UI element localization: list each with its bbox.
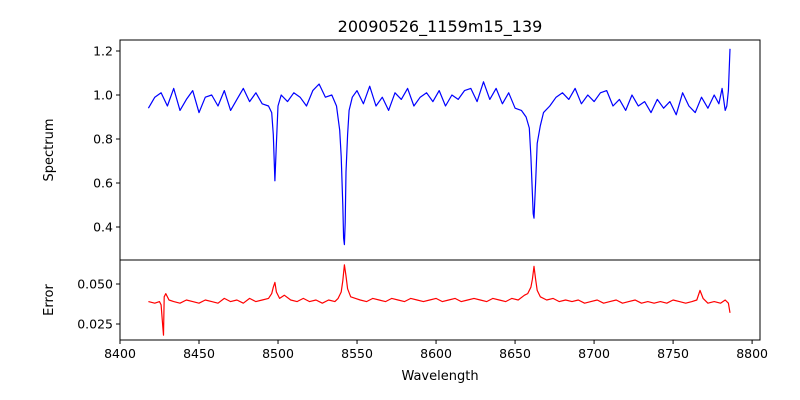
spectrum-series-line [147, 48, 731, 246]
error-xtick-labels: 8400 8450 8500 8550 8600 8650 8700 8750 8800 [104, 340, 768, 361]
error-line-layer [148, 264, 731, 336]
xtick-label: 8500 [262, 346, 294, 361]
spectrum-ytick-label: 1.2 [93, 44, 113, 59]
xtick-label: 8550 [341, 346, 373, 361]
xtick-label: 8700 [578, 346, 610, 361]
xtick-label: 8800 [736, 346, 768, 361]
spectrum-ytick-label: 0.8 [93, 132, 113, 147]
error-series-line [148, 264, 731, 336]
error-ytick-label: 0.050 [77, 277, 113, 292]
xaxis-label: Wavelength [401, 369, 478, 384]
error-axes-frame [119, 259, 761, 341]
xtick-label: 8750 [657, 346, 689, 361]
spectrum-ytick-label: 0.4 [93, 220, 113, 235]
xtick-label: 8400 [104, 346, 136, 361]
error-ytick-labels: 0.025 0.050 [77, 277, 120, 332]
spectrum-ytick-labels: 0.4 0.6 0.8 1.0 1.2 [93, 44, 120, 235]
spectrum-axes-frame [119, 39, 761, 261]
xtick-label: 8650 [499, 346, 531, 361]
spectrum-ytick-label: 0.6 [93, 176, 113, 191]
spectrum-line-layer [147, 48, 731, 246]
error-ytick-label: 0.025 [77, 317, 113, 332]
error-ylabel: Error [42, 284, 57, 316]
xtick-label: 8600 [420, 346, 452, 361]
spectrum-panel: 0.4 0.6 0.8 1.0 1.2 Spectrum [42, 39, 761, 261]
spectrum-ytick-label: 1.0 [93, 88, 113, 103]
chart-title: 20090526_1159m15_139 [338, 17, 543, 37]
xtick-label: 8450 [183, 346, 215, 361]
spectrum-ylabel: Spectrum [42, 119, 57, 182]
